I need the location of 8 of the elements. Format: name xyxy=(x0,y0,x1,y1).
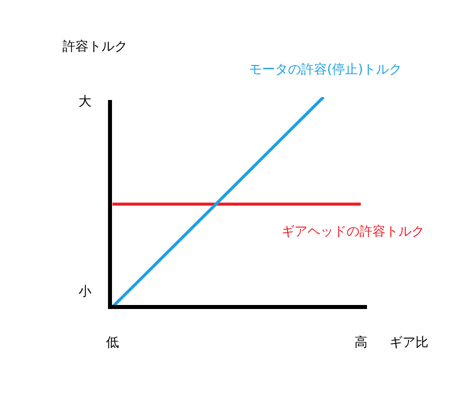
text: 小 xyxy=(78,284,92,300)
x-axis-title: ギア比 xyxy=(390,335,428,350)
x-tick-label: 高 xyxy=(354,334,368,350)
y-axis-title: 許容トルク xyxy=(62,38,128,54)
x-tick-label: 低 xyxy=(106,335,119,350)
series-label: ギアヘッドの許容トルク xyxy=(281,223,424,240)
text: 大 xyxy=(78,94,92,110)
text: モータの許容(停止)トルク xyxy=(248,61,402,78)
